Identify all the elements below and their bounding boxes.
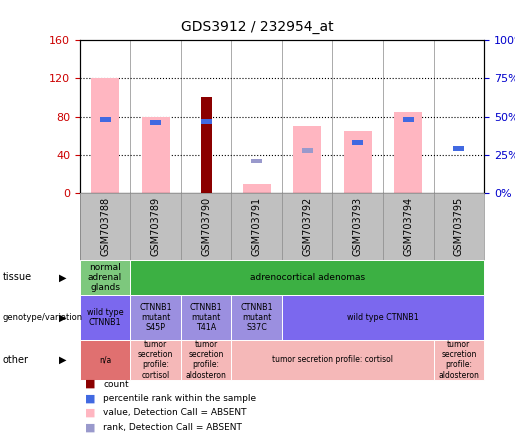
Text: GDS3912 / 232954_at: GDS3912 / 232954_at bbox=[181, 20, 334, 34]
Text: wild type CTNNB1: wild type CTNNB1 bbox=[347, 313, 419, 322]
Bar bbox=[142, 117, 169, 193]
Text: GSM703791: GSM703791 bbox=[252, 197, 262, 256]
Text: genotype/variation: genotype/variation bbox=[3, 313, 83, 322]
Text: ▶: ▶ bbox=[59, 273, 67, 282]
Text: ▶: ▶ bbox=[59, 355, 67, 365]
Bar bbox=[344, 131, 372, 193]
Bar bbox=[99, 117, 111, 122]
Text: tumor
secretion
profile:
cortisol: tumor secretion profile: cortisol bbox=[138, 340, 174, 380]
Bar bbox=[403, 117, 414, 122]
Text: ■: ■ bbox=[85, 408, 95, 418]
Text: rank, Detection Call = ABSENT: rank, Detection Call = ABSENT bbox=[103, 423, 242, 432]
Text: other: other bbox=[3, 355, 28, 365]
Text: n/a: n/a bbox=[99, 355, 111, 364]
Text: ▶: ▶ bbox=[59, 313, 67, 322]
Bar bbox=[394, 112, 422, 193]
Text: normal
adrenal
glands: normal adrenal glands bbox=[88, 262, 122, 293]
Bar bbox=[294, 126, 321, 193]
Text: value, Detection Call = ABSENT: value, Detection Call = ABSENT bbox=[103, 408, 247, 417]
Text: GSM703792: GSM703792 bbox=[302, 197, 312, 256]
Bar bbox=[453, 147, 465, 151]
Text: CTNNB1
mutant
S45P: CTNNB1 mutant S45P bbox=[140, 302, 172, 333]
Text: wild type
CTNNB1: wild type CTNNB1 bbox=[87, 308, 124, 327]
Text: ■: ■ bbox=[85, 393, 95, 404]
Text: tumor
secretion
profile:
aldosteron: tumor secretion profile: aldosteron bbox=[186, 340, 227, 380]
Text: CTNNB1
mutant
T41A: CTNNB1 mutant T41A bbox=[190, 302, 222, 333]
Text: ■: ■ bbox=[85, 422, 95, 432]
Bar bbox=[302, 148, 313, 153]
Bar bbox=[201, 119, 212, 123]
Text: percentile rank within the sample: percentile rank within the sample bbox=[103, 394, 256, 403]
Text: CTNNB1
mutant
S37C: CTNNB1 mutant S37C bbox=[241, 302, 273, 333]
Text: GSM703795: GSM703795 bbox=[454, 197, 464, 256]
Text: GSM703794: GSM703794 bbox=[403, 197, 414, 256]
Bar bbox=[91, 78, 119, 193]
Text: ■: ■ bbox=[85, 379, 95, 389]
Text: GSM703788: GSM703788 bbox=[100, 197, 110, 256]
Text: tissue: tissue bbox=[3, 273, 32, 282]
Text: count: count bbox=[103, 380, 129, 388]
Bar bbox=[352, 140, 363, 145]
Bar bbox=[150, 120, 161, 125]
Text: adrenocortical adenomas: adrenocortical adenomas bbox=[250, 273, 365, 282]
Bar bbox=[243, 183, 270, 193]
Text: tumor
secretion
profile:
aldosteron: tumor secretion profile: aldosteron bbox=[438, 340, 479, 380]
Bar bbox=[251, 159, 262, 163]
Text: GSM703789: GSM703789 bbox=[150, 197, 161, 256]
Text: tumor secretion profile: cortisol: tumor secretion profile: cortisol bbox=[272, 355, 393, 364]
Text: GSM703793: GSM703793 bbox=[353, 197, 363, 256]
Bar bbox=[201, 97, 212, 193]
Text: GSM703790: GSM703790 bbox=[201, 197, 211, 256]
